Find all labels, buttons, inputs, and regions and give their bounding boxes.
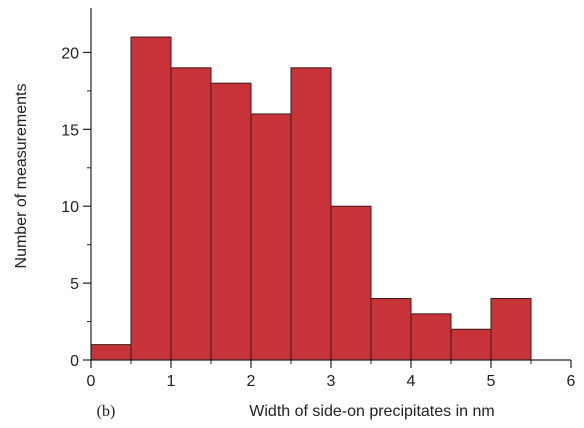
tick-labels-group: 0 1 2 3 4 5 6 0 5 10 15 20 <box>61 45 575 390</box>
histogram-bar <box>370 297 412 361</box>
histogram-bar <box>130 36 172 361</box>
y-tick-label: 0 <box>70 353 79 370</box>
histogram-bar <box>490 297 532 361</box>
x-tick-label: 6 <box>567 373 576 390</box>
bars-group <box>90 36 532 361</box>
histogram-bar <box>330 205 372 361</box>
x-tick-label: 4 <box>407 373 416 390</box>
histogram-bar <box>250 113 292 361</box>
histogram-bar <box>210 82 252 361</box>
x-tick-label: 0 <box>87 373 96 390</box>
y-axis-title: Number of measurements <box>13 84 30 269</box>
y-tick-label: 10 <box>61 199 79 216</box>
histogram-bar <box>410 313 452 361</box>
panel-label: (b) <box>97 403 116 420</box>
x-tick-label: 2 <box>247 373 256 390</box>
ticks-group <box>83 51 572 368</box>
y-tick-label: 15 <box>61 122 79 139</box>
histogram-bar <box>170 67 212 361</box>
histogram-bar <box>450 328 492 361</box>
histogram-bar <box>290 67 332 361</box>
y-tick-label: 20 <box>61 45 79 62</box>
x-tick-label: 3 <box>327 373 336 390</box>
x-tick-label: 1 <box>167 373 176 390</box>
x-axis-title: Width of side-on precipitates in nm <box>249 403 494 420</box>
histogram-bar <box>90 344 132 361</box>
x-tick-label: 5 <box>487 373 496 390</box>
y-tick-label: 5 <box>70 276 79 293</box>
